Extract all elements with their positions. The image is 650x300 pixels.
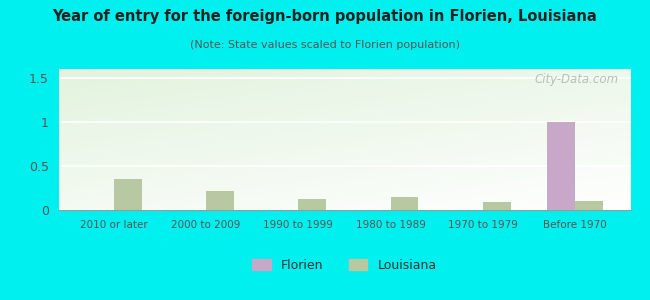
Bar: [298, 200, 326, 210]
Bar: [391, 197, 419, 210]
Bar: [483, 202, 510, 210]
Text: City-Data.com: City-Data.com: [535, 73, 619, 86]
Bar: [575, 201, 603, 210]
Legend: Florien, Louisiana: Florien, Louisiana: [248, 254, 441, 277]
Text: (Note: State values scaled to Florien population): (Note: State values scaled to Florien po…: [190, 40, 460, 50]
Bar: [114, 179, 142, 210]
Text: Year of entry for the foreign-born population in Florien, Louisiana: Year of entry for the foreign-born popul…: [53, 9, 597, 24]
Bar: [206, 190, 234, 210]
Bar: [547, 122, 575, 210]
